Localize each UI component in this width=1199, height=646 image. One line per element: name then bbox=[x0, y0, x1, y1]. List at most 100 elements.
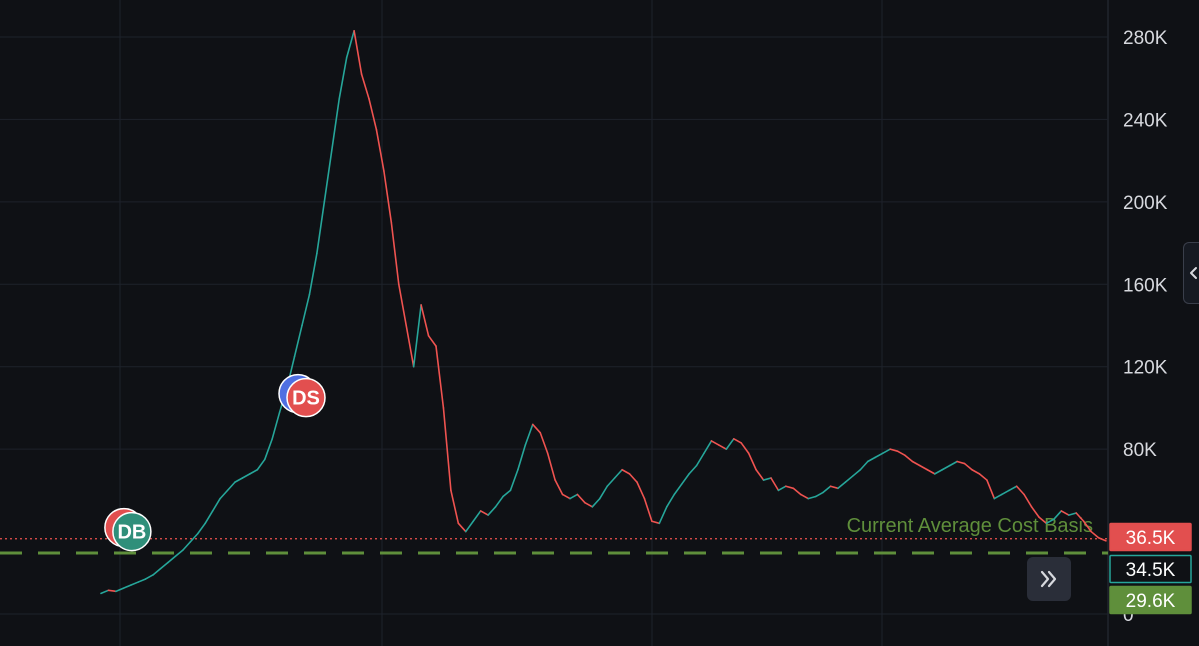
price-segment bbox=[948, 460, 958, 467]
price-segment bbox=[866, 456, 877, 463]
price-segment bbox=[219, 489, 229, 500]
price-segment bbox=[896, 450, 906, 457]
price-segment bbox=[479, 510, 489, 516]
price-segment bbox=[1045, 518, 1055, 525]
price-segment bbox=[494, 495, 504, 508]
price-segment bbox=[182, 541, 192, 551]
y-tick-label: 280K bbox=[1123, 28, 1168, 49]
price-segment bbox=[167, 555, 177, 564]
price-segment bbox=[606, 477, 616, 488]
price-segment bbox=[1030, 506, 1040, 518]
price-segment bbox=[926, 468, 936, 475]
price-segment bbox=[643, 497, 653, 523]
price-segment bbox=[234, 477, 244, 483]
price-segment bbox=[308, 252, 318, 296]
price-segment bbox=[293, 324, 303, 358]
price-segment bbox=[502, 489, 512, 498]
price-segment bbox=[986, 479, 996, 500]
price-segment bbox=[933, 468, 944, 475]
price-segment bbox=[241, 473, 251, 479]
price-segment bbox=[695, 452, 705, 467]
price-segment bbox=[129, 581, 140, 586]
price-segment bbox=[718, 444, 728, 450]
price-segment bbox=[762, 477, 772, 481]
price-tag: 29.6K bbox=[1109, 585, 1192, 615]
price-tag: 36.5K bbox=[1109, 522, 1192, 552]
price-segment bbox=[621, 468, 631, 475]
price-segment bbox=[889, 448, 899, 453]
price-segment bbox=[256, 458, 266, 471]
price-segment bbox=[584, 501, 594, 508]
marker-label: DS bbox=[292, 388, 320, 410]
panel-toggle-button[interactable] bbox=[1183, 242, 1199, 304]
price-segment bbox=[561, 493, 571, 500]
y-tick-label: 80K bbox=[1123, 440, 1157, 461]
price-segment bbox=[703, 440, 713, 455]
price-segment bbox=[993, 493, 1003, 500]
price-segment bbox=[137, 578, 147, 583]
price-segment bbox=[226, 481, 236, 492]
price-segment bbox=[144, 574, 154, 580]
double-chevron-right-icon bbox=[1040, 570, 1057, 588]
scroll-to-realtime-button[interactable] bbox=[1027, 557, 1071, 601]
marker-front-circle bbox=[112, 511, 152, 552]
price-segment bbox=[1075, 512, 1085, 523]
average-cost-basis-label: Current Average Cost Basis bbox=[847, 515, 1093, 537]
price-segment bbox=[859, 460, 869, 471]
y-tick-label: 200K bbox=[1123, 193, 1168, 214]
price-segment bbox=[740, 442, 750, 455]
price-segment bbox=[316, 201, 326, 255]
price-segment bbox=[509, 468, 519, 492]
price-segment bbox=[546, 452, 556, 481]
price-segment bbox=[368, 98, 378, 131]
price-segment bbox=[1038, 516, 1048, 525]
price-segment bbox=[383, 170, 393, 224]
price-segment bbox=[799, 493, 810, 500]
price-segment bbox=[591, 497, 601, 508]
price-segment bbox=[420, 304, 430, 337]
price-segment bbox=[435, 345, 445, 409]
price-segment bbox=[710, 440, 720, 446]
price-segment bbox=[115, 587, 125, 593]
price-segment bbox=[919, 464, 929, 471]
price-segment bbox=[844, 475, 854, 483]
chevron-left-icon bbox=[1190, 267, 1197, 279]
trade-marker-ds[interactable]: DS bbox=[278, 373, 326, 418]
price-segment bbox=[487, 506, 497, 516]
trade-marker-db[interactable]: DB bbox=[104, 507, 152, 552]
price-segment bbox=[360, 73, 370, 100]
price-segment bbox=[107, 589, 117, 593]
y-tick-label: 120K bbox=[1123, 358, 1168, 379]
price-segment bbox=[405, 324, 415, 368]
price-segment bbox=[658, 506, 668, 525]
price-segment bbox=[770, 477, 780, 492]
y-tick-label: 240K bbox=[1123, 110, 1168, 131]
price-segment bbox=[814, 491, 824, 498]
price-segment bbox=[517, 444, 527, 471]
price-segment bbox=[978, 473, 988, 481]
price-segment bbox=[680, 473, 690, 485]
price-segment bbox=[785, 485, 795, 490]
price-segment bbox=[345, 30, 355, 59]
price-segment bbox=[301, 293, 311, 327]
price-segment bbox=[554, 479, 564, 496]
price-segment bbox=[1060, 510, 1070, 516]
price-segment bbox=[673, 483, 683, 496]
price-segment bbox=[174, 549, 184, 558]
price-segment bbox=[1097, 536, 1107, 542]
price-segment bbox=[665, 493, 676, 508]
price-segment bbox=[613, 468, 623, 479]
price-tag-label: 36.5K bbox=[1126, 528, 1176, 549]
price-segment bbox=[457, 522, 467, 533]
price-segment bbox=[725, 438, 735, 450]
price-segment bbox=[911, 460, 921, 467]
price-segment bbox=[852, 468, 862, 477]
price-segment bbox=[427, 335, 437, 347]
price-tag: 34.5K bbox=[1109, 554, 1192, 584]
price-segment bbox=[397, 283, 408, 327]
price-segment bbox=[353, 30, 363, 75]
price-tag-box bbox=[1109, 554, 1192, 584]
price-segment bbox=[971, 468, 981, 475]
